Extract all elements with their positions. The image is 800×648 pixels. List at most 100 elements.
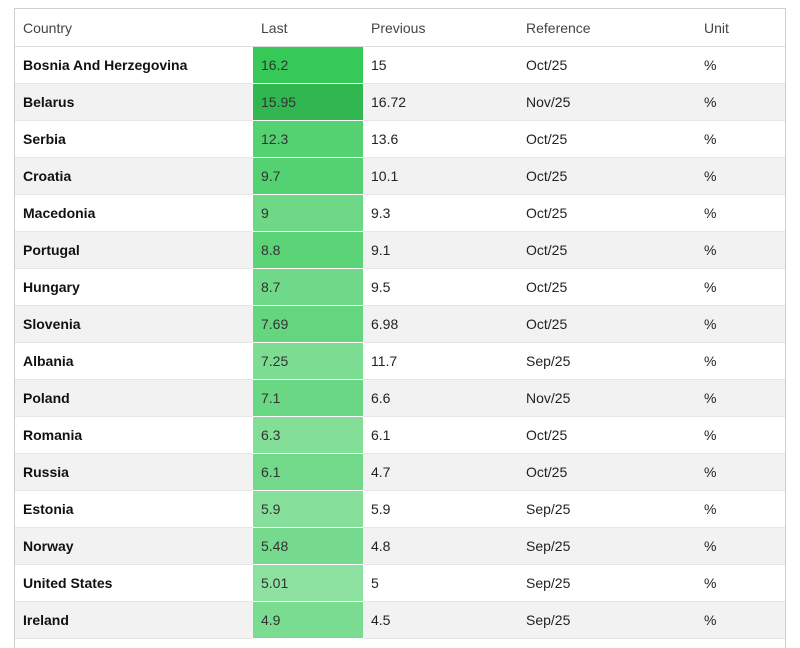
previous-cell: 9.5 — [363, 268, 518, 306]
table-row: Romania 6.3 6.1 Oct/25% — [15, 416, 785, 454]
table-row: Norway 5.48 4.8 Sep/25% — [15, 527, 785, 565]
country-cell: Belarus — [15, 83, 253, 121]
last-cell: 8.7 — [253, 268, 363, 306]
unit-cell: % — [696, 342, 785, 380]
reference-cell: Oct/25 — [518, 194, 696, 232]
column-header: Previous — [363, 9, 518, 47]
previous-cell: 4.5 — [363, 601, 518, 639]
reference-cell: Oct/25 — [518, 46, 696, 84]
country-cell: Serbia — [15, 120, 253, 158]
reference-cell: Oct/25 — [518, 268, 696, 306]
last-cell: 8.8 — [253, 231, 363, 269]
country-cell: United States — [15, 564, 253, 602]
unit-cell: % — [696, 268, 785, 306]
table-row: Poland 7.1 6.6 Nov/25% — [15, 379, 785, 417]
reference-cell: Sep/25 — [518, 527, 696, 565]
table-row: Portugal 8.8 9.1 Oct/25% — [15, 231, 785, 269]
previous-cell: 16.72 — [363, 83, 518, 121]
table-row: United States 5.01 5 Sep/25% — [15, 564, 785, 602]
column-header: Reference — [518, 9, 696, 47]
previous-cell: 9.3 — [363, 194, 518, 232]
table-row: Russia 6.1 4.7 Oct/25% — [15, 453, 785, 491]
table-row: Macedonia 9 9.3 Oct/25% — [15, 194, 785, 232]
country-cell: Poland — [15, 379, 253, 417]
unit-cell: % — [696, 231, 785, 269]
unit-cell: % — [696, 83, 785, 121]
table-row: Bosnia And Herzegovina 16.2 15 Oct/25% — [15, 46, 785, 84]
country-cell: Russia — [15, 453, 253, 491]
last-cell: 4.9 — [253, 601, 363, 639]
reference-cell: Oct/25 — [518, 231, 696, 269]
page: Country Last Previous Reference Unit Bosnia … — [14, 8, 786, 648]
table-row: Estonia 5.9 5.9 Sep/25% — [15, 490, 785, 528]
last-cell: 5.01 — [253, 564, 363, 602]
previous-cell: 6.98 — [363, 305, 518, 343]
last-cell: 9 — [253, 194, 363, 232]
previous-cell: 11.7 — [363, 342, 518, 380]
country-cell: Croatia — [15, 157, 253, 195]
previous-cell: 6.1 — [363, 416, 518, 454]
table-row: Croatia 9.7 10.1 Oct/25% — [15, 157, 785, 195]
last-cell: 5.9 — [253, 490, 363, 528]
last-cell: 6.3 — [253, 416, 363, 454]
unit-cell: % — [696, 601, 785, 639]
unit-cell: % — [696, 379, 785, 417]
country-cell: Bosnia And Herzegovina — [15, 46, 253, 84]
last-cell: 7.69 — [253, 305, 363, 343]
previous-cell: 6.6 — [363, 379, 518, 417]
table-row: Ireland 4.9 4.5 Sep/25% — [15, 601, 785, 639]
unit-cell: % — [696, 120, 785, 158]
reference-cell: Oct/25 — [518, 305, 696, 343]
table-row: Albania 7.25 11.7 Sep/25% — [15, 342, 785, 380]
last-cell: 5.48 — [253, 527, 363, 565]
reference-cell: Oct/25 — [518, 453, 696, 491]
country-cell: Albania — [15, 342, 253, 380]
reference-cell: Sep/25 — [518, 601, 696, 639]
reference-cell: Sep/25 — [518, 342, 696, 380]
country-cell: Estonia — [15, 490, 253, 528]
unit-cell: % — [696, 564, 785, 602]
unit-cell: % — [696, 46, 785, 84]
previous-cell: 5.9 — [363, 490, 518, 528]
last-cell: 12.3 — [253, 120, 363, 158]
last-cell: 7.1 — [253, 379, 363, 417]
previous-cell: 5 — [363, 564, 518, 602]
table-row: Serbia 12.3 13.6 Oct/25% — [15, 120, 785, 158]
data-table: Country Last Previous Reference Unit Bosnia … — [15, 9, 785, 639]
country-cell: Norway — [15, 527, 253, 565]
reference-cell: Sep/25 — [518, 564, 696, 602]
previous-cell: 4.7 — [363, 453, 518, 491]
reference-cell: Nov/25 — [518, 83, 696, 121]
unit-cell: % — [696, 453, 785, 491]
last-cell: 9.7 — [253, 157, 363, 195]
reference-cell: Nov/25 — [518, 379, 696, 417]
unit-cell: % — [696, 527, 785, 565]
unit-cell: % — [696, 416, 785, 454]
column-header: Country — [15, 9, 253, 47]
last-cell: 16.2 — [253, 46, 363, 84]
previous-cell: 4.8 — [363, 527, 518, 565]
country-cell: Portugal — [15, 231, 253, 269]
table-row: Belarus 15.95 16.72 Nov/25% — [15, 83, 785, 121]
last-cell: 15.95 — [253, 83, 363, 121]
header-row: Country Last Previous Reference Unit — [15, 9, 785, 47]
previous-cell: 9.1 — [363, 231, 518, 269]
unit-cell: % — [696, 305, 785, 343]
country-cell: Romania — [15, 416, 253, 454]
unit-cell: % — [696, 194, 785, 232]
column-header: Last — [253, 9, 363, 47]
unit-cell: % — [696, 490, 785, 528]
reference-cell: Oct/25 — [518, 120, 696, 158]
last-cell: 7.25 — [253, 342, 363, 380]
table-container: Country Last Previous Reference Unit Bosnia … — [14, 8, 786, 648]
country-cell: Hungary — [15, 268, 253, 306]
reference-cell: Sep/25 — [518, 490, 696, 528]
previous-cell: 13.6 — [363, 120, 518, 158]
unit-cell: % — [696, 157, 785, 195]
table-row: Hungary 8.7 9.5 Oct/25% — [15, 268, 785, 306]
column-header: Unit — [696, 9, 785, 47]
previous-cell: 15 — [363, 46, 518, 84]
country-cell: Macedonia — [15, 194, 253, 232]
table-row: Slovenia 7.69 6.98 Oct/25% — [15, 305, 785, 343]
last-cell: 6.1 — [253, 453, 363, 491]
